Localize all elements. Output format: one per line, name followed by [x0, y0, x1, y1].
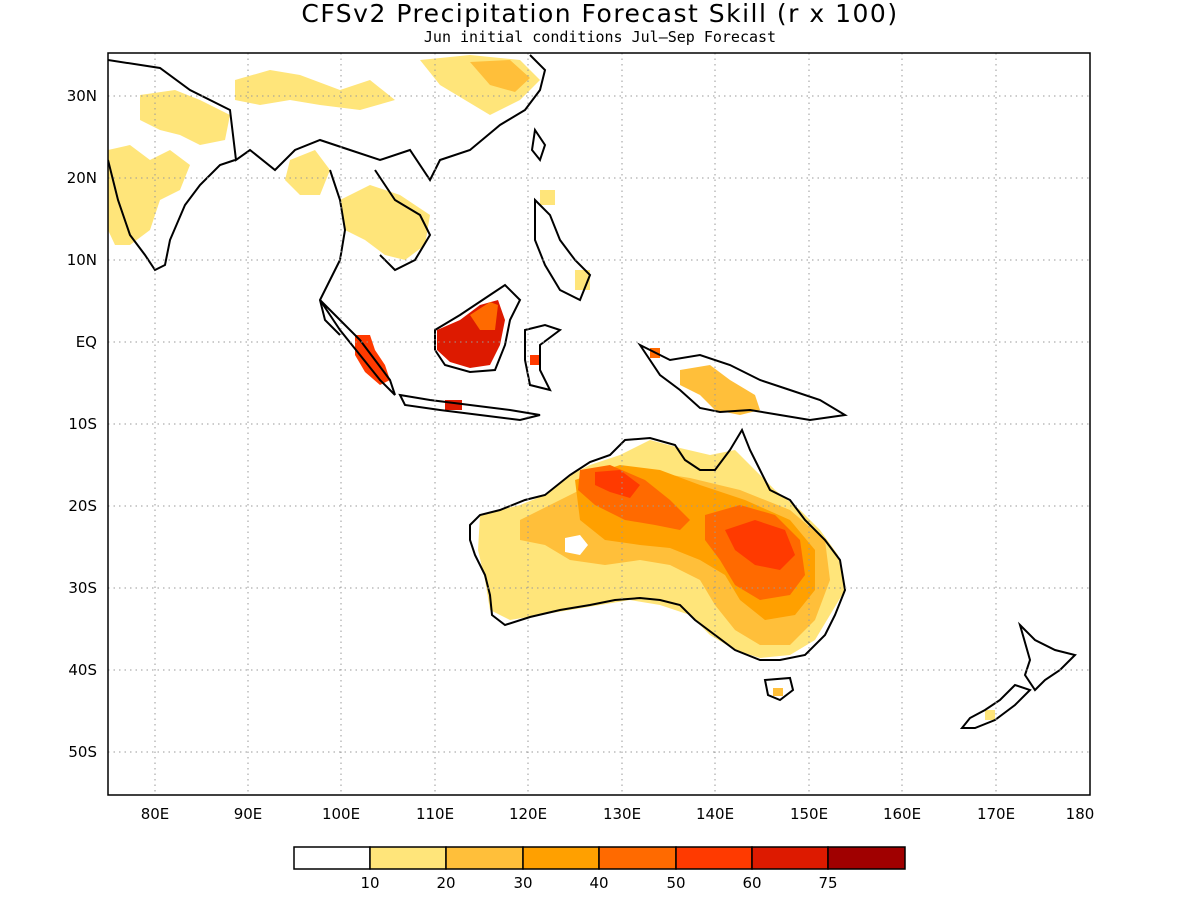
skill-area-tasmania [773, 688, 783, 696]
colorbar-label: 20 [436, 874, 455, 892]
skill-area-burma [285, 150, 330, 195]
coast-java [398, 393, 541, 422]
lat-label: 10N [67, 251, 97, 269]
coast-borneo [434, 283, 522, 374]
colorbar-label: 30 [513, 874, 532, 892]
colorbar-swatch [293, 846, 371, 870]
skill-area-tibet [235, 70, 395, 110]
coast-indochina [318, 169, 432, 336]
lat-label: 50S [68, 743, 97, 761]
map-title: CFSv2 Precipitation Forecast Skill (r x … [301, 0, 899, 28]
lat-label: 30N [67, 87, 97, 105]
lat-label: 20S [68, 497, 97, 515]
lon-label: 140E [696, 805, 734, 823]
lon-label: 150E [790, 805, 828, 823]
skill-area-indochina [340, 185, 430, 260]
lon-label: 90E [234, 805, 263, 823]
colorbar-label: 40 [589, 874, 608, 892]
lon-label: 170E [977, 805, 1015, 823]
colorbar-swatch [445, 846, 524, 870]
coast-new-zealand-south [959, 683, 1032, 729]
skill-area-luzon [540, 190, 555, 205]
skill-area-sulawesi [530, 355, 540, 365]
lon-label: 120E [509, 805, 547, 823]
skill-area-new-zealand [985, 710, 995, 720]
lat-label: EQ [76, 333, 97, 351]
lat-label: 10S [68, 415, 97, 433]
colorbar-swatch [598, 846, 677, 870]
skill-area-sumatra [355, 335, 390, 385]
skill-area-new-guinea [680, 365, 760, 415]
plot-frame [107, 52, 1091, 796]
skill-area-china-core [470, 60, 530, 92]
coast-japan-taiwan [530, 127, 547, 163]
lon-label: 110E [416, 805, 454, 823]
skill-area-borneo-north [470, 302, 498, 330]
colorbar-label: 75 [818, 874, 837, 892]
skill-area-south-asia [108, 145, 190, 245]
colorbar-swatch [522, 846, 600, 870]
colorbar-swatch [675, 846, 753, 870]
lon-label: 130E [603, 805, 641, 823]
colorbar-label: 60 [742, 874, 761, 892]
colorbar-label: 10 [360, 874, 379, 892]
skill-shading [108, 55, 995, 720]
lat-label: 30S [68, 579, 97, 597]
graticule [108, 53, 1090, 795]
longitude-labels: 80E 90E 100E 110E 120E 130E 140E 150E 16… [141, 805, 1095, 823]
skill-area-australia-peak-2 [725, 520, 795, 570]
coast-philippines [534, 197, 592, 302]
colorbar-swatch [751, 846, 829, 870]
lon-label: 100E [322, 805, 360, 823]
lat-label: 20N [67, 169, 97, 187]
coast-new-zealand-north [1017, 621, 1077, 692]
lon-label: 80E [141, 805, 170, 823]
colorbar: 10 20 30 40 50 60 75 [293, 846, 906, 892]
coast-australia [469, 427, 847, 661]
colorbar-swatch [827, 846, 906, 870]
coast-india [108, 159, 236, 272]
map-subtitle: Jun initial conditions Jul—Sep Forecast [423, 28, 777, 46]
coast-sulawesi [524, 323, 563, 392]
skill-area-australia-low [565, 535, 588, 555]
coast-new-guinea [637, 342, 848, 422]
skill-area-himalaya [140, 90, 230, 145]
coast-tasmania [763, 676, 795, 702]
latitude-labels: 30N 20N 10N EQ 10S 20S 30S 40S 50S [67, 87, 97, 761]
coast-asia [108, 54, 547, 182]
coastlines [108, 54, 1077, 729]
lat-label: 40S [68, 661, 97, 679]
lon-label: 160E [883, 805, 921, 823]
colorbar-swatch [369, 846, 447, 870]
colorbar-label: 50 [666, 874, 685, 892]
skill-area-australia-peak-1 [595, 470, 640, 498]
lon-label: 180 [1066, 805, 1095, 823]
